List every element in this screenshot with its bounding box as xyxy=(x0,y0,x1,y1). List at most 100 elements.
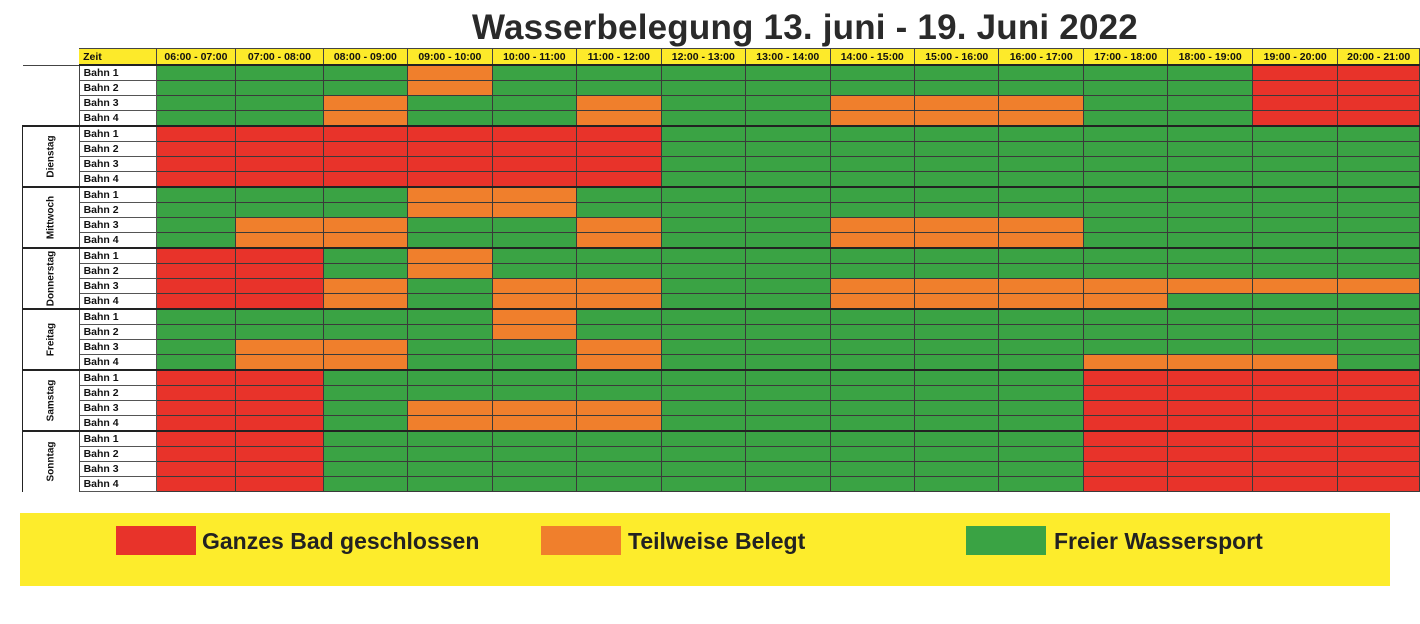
slot-cell xyxy=(660,217,747,233)
slot-cell xyxy=(1167,430,1253,447)
slot-cell xyxy=(322,446,409,462)
slot-cell xyxy=(1167,202,1253,218)
slot-cell xyxy=(407,446,493,462)
slot-cell xyxy=(407,186,493,203)
slot-cell xyxy=(829,324,915,340)
slot-cell xyxy=(829,476,915,492)
slot-cell xyxy=(407,278,493,294)
slot-cell xyxy=(998,95,1084,111)
slot-cell xyxy=(155,80,237,96)
table-row: Dienstag Bahn 1 xyxy=(22,125,1420,187)
slot-cell xyxy=(1082,110,1169,127)
slot-cell xyxy=(576,446,662,462)
slot-cell xyxy=(576,95,662,111)
slot-cell xyxy=(491,186,578,203)
slot-cell xyxy=(1337,308,1420,325)
slot-cell xyxy=(660,64,747,81)
slot-cell xyxy=(407,400,493,416)
slot-cell xyxy=(913,232,1000,249)
slot-cell xyxy=(745,186,831,203)
slot-cell xyxy=(491,385,578,401)
slot-cell xyxy=(913,324,1000,340)
slot-cell xyxy=(829,125,915,142)
slot-cell xyxy=(1337,64,1420,81)
slot-cell xyxy=(998,217,1084,233)
slot-cell xyxy=(235,339,324,355)
lane-label: Bahn 4 xyxy=(78,232,157,249)
slot-cell xyxy=(491,80,578,96)
slot-cell xyxy=(998,247,1084,264)
slot-cell xyxy=(235,369,324,386)
slot-cell xyxy=(235,64,324,81)
lane-label: Bahn 3 xyxy=(78,278,157,294)
slot-cell xyxy=(1082,415,1169,432)
header-time: 19:00 - 20:00 xyxy=(1251,48,1339,66)
slot-cell xyxy=(1337,95,1420,111)
slot-cell xyxy=(660,110,747,127)
slot-cell xyxy=(998,369,1084,386)
slot-cell xyxy=(829,110,915,127)
slot-cell xyxy=(998,202,1084,218)
header-time: 20:00 - 21:00 xyxy=(1337,48,1420,66)
slot-cell xyxy=(491,400,578,416)
slot-cell xyxy=(660,446,747,462)
slot-cell xyxy=(1337,461,1420,477)
slot-cell xyxy=(998,125,1084,142)
header-time: 17:00 - 18:00 xyxy=(1082,48,1169,66)
slot-cell xyxy=(660,186,747,203)
slot-cell xyxy=(235,141,324,157)
slot-cell xyxy=(1337,324,1420,340)
slot-cell xyxy=(1251,324,1339,340)
slot-cell xyxy=(745,64,831,81)
slot-cell xyxy=(1167,80,1253,96)
lane-label: Bahn 4 xyxy=(78,171,157,188)
slot-cell xyxy=(576,186,662,203)
table-row: Bahn 3 xyxy=(23,156,1420,172)
slot-cell xyxy=(745,217,831,233)
slot-cell xyxy=(829,461,915,477)
slot-cell xyxy=(998,476,1084,492)
slot-cell xyxy=(1167,385,1253,401)
page-title: Wasserbelegung 13. juni - 19. Juni 2022 xyxy=(472,8,1138,47)
slot-cell xyxy=(1167,400,1253,416)
slot-cell xyxy=(155,95,237,111)
slot-cell xyxy=(407,171,493,188)
slot-cell xyxy=(576,308,662,325)
slot-cell xyxy=(660,461,747,477)
slot-cell xyxy=(913,247,1000,264)
slot-cell xyxy=(913,80,1000,96)
legend-label-closed: Ganzes Bad geschlossen xyxy=(202,528,480,554)
slot-cell xyxy=(913,263,1000,279)
slot-cell xyxy=(829,354,915,371)
header-time: 18:00 - 19:00 xyxy=(1167,48,1253,66)
slot-cell xyxy=(1337,110,1420,127)
slot-cell xyxy=(407,293,493,310)
slot-cell xyxy=(660,400,747,416)
slot-cell xyxy=(407,385,493,401)
slot-cell xyxy=(1251,217,1339,233)
slot-cell xyxy=(235,476,324,492)
slot-cell xyxy=(1251,354,1339,371)
slot-cell xyxy=(155,293,237,310)
slot-cell xyxy=(1082,171,1169,188)
slot-cell xyxy=(407,263,493,279)
legend: Ganzes Bad geschlossen Teilweise Belegt … xyxy=(20,513,1390,586)
slot-cell xyxy=(660,324,747,340)
slot-cell xyxy=(1167,217,1253,233)
slot-cell xyxy=(829,293,915,310)
day-label-cell: Samstag xyxy=(22,369,80,431)
slot-cell xyxy=(1082,125,1169,142)
slot-cell xyxy=(1251,125,1339,142)
table-row: Freitag Bahn 1 xyxy=(22,308,1420,370)
slot-cell xyxy=(745,247,831,264)
slot-cell xyxy=(155,110,237,127)
slot-cell xyxy=(1251,263,1339,279)
slot-cell xyxy=(1082,202,1169,218)
slot-cell xyxy=(407,461,493,477)
slot-cell xyxy=(235,324,324,340)
slot-cell xyxy=(1251,64,1339,81)
slot-cell xyxy=(322,278,409,294)
table-row: Bahn 2 xyxy=(23,385,1420,401)
slot-cell xyxy=(235,217,324,233)
table-row: Donnerstag Bahn 1 xyxy=(22,247,1420,309)
